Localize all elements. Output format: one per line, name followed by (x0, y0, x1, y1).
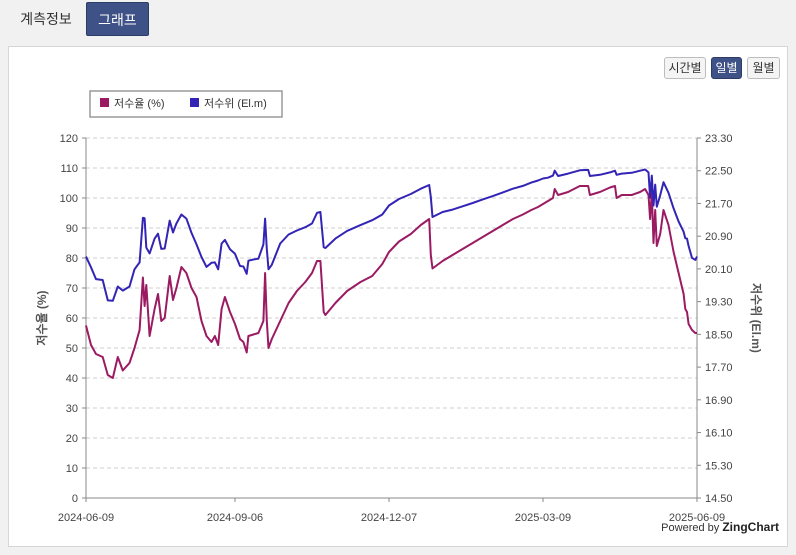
left-tick-label: 50 (66, 343, 78, 355)
right-tick-label: 16.90 (705, 395, 733, 407)
series-line-rate[interactable] (85, 185, 697, 379)
tab-graph[interactable]: 그래프 (86, 2, 149, 36)
x-tick-label: 2024-06-09 (58, 512, 114, 524)
left-tick-label: 100 (60, 193, 78, 205)
right-tick-label: 14.50 (705, 493, 733, 505)
x-tick-label: 2024-12-07 (361, 512, 417, 524)
zingchart-credit[interactable]: Powered by ZingChart (661, 520, 779, 534)
right-axis-title: 저수위 (El.m) (749, 283, 764, 353)
left-tick-label: 40 (66, 373, 78, 385)
x-tick-label: 2025-06-09 (669, 512, 725, 524)
legend-swatch-rate (100, 98, 109, 107)
period-daily-button[interactable]: 일별 (711, 57, 742, 79)
series-line-level[interactable] (85, 168, 698, 302)
legend-swatch-level (190, 98, 199, 107)
left-axis-title: 저수율 (%) (34, 290, 49, 345)
right-tick-label: 17.70 (705, 362, 733, 374)
right-tick-label: 20.10 (705, 264, 733, 276)
left-tick-label: 20 (66, 433, 78, 445)
left-tick-label: 70 (66, 283, 78, 295)
reservoir-chart: 저수율 (%) 저수위 (El.m) 0 10 20 30 40 50 60 70 80 90 10… (34, 90, 779, 534)
right-tick-label: 18.50 (705, 329, 733, 341)
period-monthly-button[interactable]: 월별 (747, 57, 780, 79)
legend-label-rate[interactable]: 저수율 (%) (114, 97, 165, 110)
chart-panel: 시간별 일별 월별 저수율 (%) 저수위 (El.m) 0 10 20 30 40 50… (8, 46, 788, 547)
x-axis-ticks: 2024-06-09 2024-09-06 2024-12-07 2025-03-09… (58, 498, 725, 524)
x-tick-label: 2024-09-06 (207, 512, 263, 524)
left-tick-label: 30 (66, 403, 78, 415)
chart-legend: 저수율 (%) 저수위 (El.m) (89, 90, 283, 118)
right-tick-label: 20.90 (705, 231, 733, 243)
tab-measurement-info[interactable]: 계측정보 (20, 11, 72, 27)
left-tick-label: 60 (66, 313, 78, 325)
left-tick-label: 80 (66, 253, 78, 265)
right-tick-label: 21.70 (705, 198, 733, 210)
left-tick-label: 120 (60, 133, 78, 145)
x-tick-label: 2025-03-09 (515, 512, 571, 524)
grid-lines (86, 137, 697, 469)
legend-box (89, 90, 283, 118)
right-tick-label: 22.50 (705, 166, 733, 178)
right-tick-label: 16.10 (705, 428, 733, 440)
left-tick-label: 90 (66, 223, 78, 235)
period-hourly-button[interactable]: 시간별 (664, 57, 706, 79)
right-tick-label: 15.30 (705, 460, 733, 472)
left-axis-ticks: 0 10 20 30 40 50 60 70 80 90 100 110 120 (60, 133, 86, 505)
right-tick-label: 19.30 (705, 297, 733, 309)
tab-bar: 계측정보 그래프 (0, 0, 796, 39)
left-tick-label: 10 (66, 463, 78, 475)
left-tick-label: 0 (72, 493, 78, 505)
right-tick-label: 23.30 (705, 133, 733, 145)
legend-label-level[interactable]: 저수위 (El.m) (204, 97, 267, 110)
left-tick-label: 110 (60, 163, 78, 175)
right-axis-ticks: 14.50 15.30 16.10 16.90 17.70 18.50 19.30 20.10… (697, 133, 733, 505)
